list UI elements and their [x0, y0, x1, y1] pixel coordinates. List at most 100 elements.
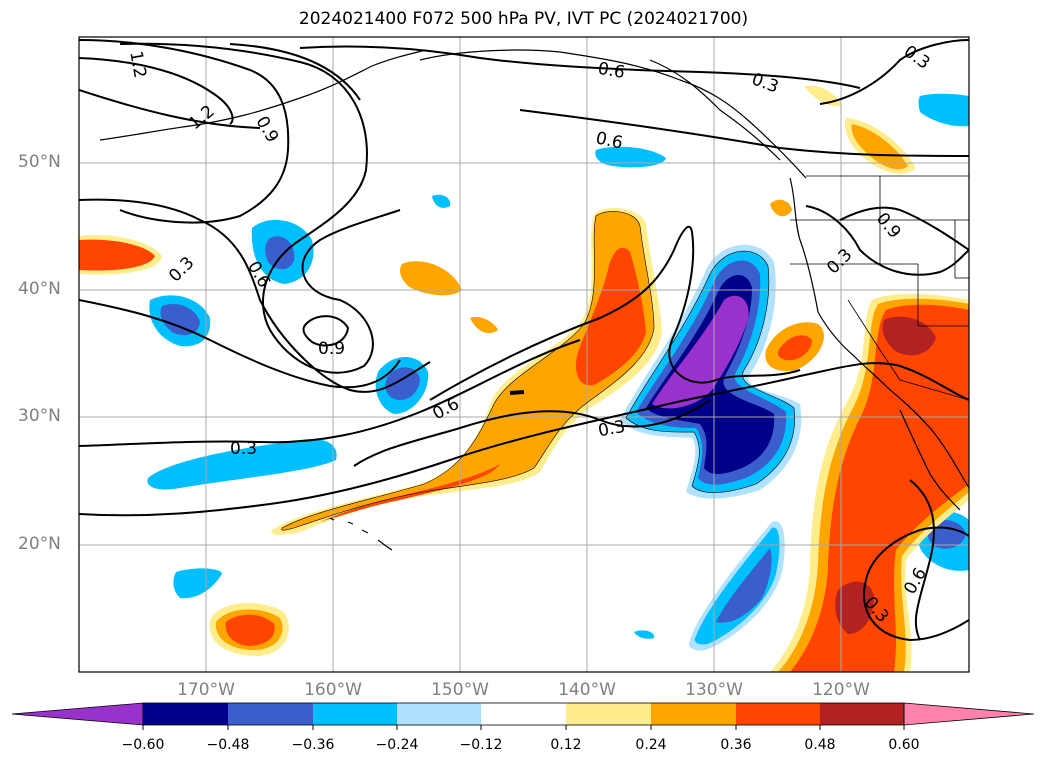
alaska-coast — [419, 49, 807, 179]
contour-1.2 — [79, 57, 234, 125]
lon-label: 150°W — [431, 680, 489, 700]
colorbar-swatch — [313, 703, 397, 725]
coastlines — [99, 49, 969, 551]
contour-0.3 — [819, 39, 969, 105]
contour-label: 0.3 — [749, 69, 781, 97]
lon-label: 130°W — [685, 680, 743, 700]
positive-anomaly-region — [225, 614, 275, 646]
colorbar-tick-label: −0.24 — [375, 737, 419, 753]
colorbar-tick-label: 0.60 — [888, 737, 920, 753]
colorbar-tick-label: −0.60 — [121, 737, 165, 753]
contour-0.6 — [429, 225, 801, 401]
lon-label: 170°W — [177, 680, 235, 700]
negative-anomaly-region — [694, 527, 780, 645]
colorbar-tick-label: 0.36 — [720, 737, 752, 753]
contour-label: 0.6 — [596, 59, 626, 83]
contour-label: 0.3 — [823, 245, 856, 278]
negative-anomaly-region — [652, 295, 749, 409]
colorbar — [11, 702, 1035, 730]
colorbar-tick-label: 0.12 — [550, 737, 582, 753]
contour-0.3 — [79, 362, 969, 517]
lat-label: 30°N — [18, 406, 61, 426]
alaska-coast — [99, 49, 427, 141]
negative-anomaly-region — [716, 548, 772, 623]
contour-0.9 — [79, 39, 290, 224]
contour-0.6 — [79, 198, 431, 393]
negative-anomaly-region — [160, 303, 200, 336]
north-america-coast — [789, 177, 969, 489]
lat-label: 20°N — [18, 534, 61, 554]
contour-label: 0.9 — [318, 339, 345, 359]
contour-0.3 — [805, 205, 969, 276]
lon-label: 120°W — [812, 680, 870, 700]
colorbar-swatch — [481, 703, 566, 725]
colorbar-swatch — [566, 703, 651, 725]
negative-anomaly-region — [634, 630, 655, 639]
contour-0.9 — [119, 42, 401, 374]
contour-0.3 — [865, 526, 969, 581]
contour-0.3 — [79, 339, 581, 447]
colorbar-tick-label: 0.48 — [804, 737, 836, 753]
positive-anomaly-region — [770, 199, 792, 217]
colorbar-swatch — [651, 703, 736, 725]
shading-layer — [79, 85, 969, 672]
negative-anomaly-region — [147, 438, 337, 490]
positive-anomaly-region — [576, 247, 646, 386]
contour-0.9 — [839, 206, 969, 251]
contour-0.6 — [519, 109, 969, 157]
negative-anomaly-region — [385, 367, 420, 400]
contour-0.6 — [299, 45, 861, 89]
contour-0.3 — [79, 299, 401, 389]
contour-0.6 — [229, 43, 361, 101]
hawaii-islands — [329, 517, 393, 551]
map-plot-area: 1.2 1.2 0.9 0.9 0.6 0.6 0.6 0.6 0.3 0.3 … — [79, 37, 969, 672]
contour-0.6 — [353, 399, 711, 467]
colorbar-extend-low — [11, 702, 144, 726]
map-frame — [78, 36, 970, 673]
colorbar-swatch — [143, 703, 228, 725]
colorbar-swatch — [736, 703, 820, 725]
contour-0.6 — [909, 479, 935, 641]
colorbar-tick-label: −0.36 — [291, 737, 335, 753]
positive-anomaly-region — [470, 316, 498, 334]
pv-contours — [79, 39, 969, 642]
contour-label: 0.9 — [872, 209, 905, 243]
positive-anomaly-region — [79, 239, 155, 271]
contour-label: 1.2 — [125, 50, 149, 80]
colorbar-swatch — [228, 703, 313, 725]
contour-0.3 — [863, 579, 969, 642]
negative-anomaly-region — [918, 93, 969, 127]
positive-anomaly-region — [778, 335, 812, 361]
colorbar-tick-label: −0.48 — [206, 737, 250, 753]
contour-1.2 — [79, 89, 261, 129]
contour-label: 0.3 — [230, 439, 257, 459]
negative-anomaly-region — [432, 194, 451, 208]
lat-label: 50°N — [18, 152, 61, 172]
contour-0.9 — [302, 315, 350, 347]
positive-anomaly-region — [851, 124, 908, 170]
baja-coast — [899, 409, 961, 511]
lon-label: 160°W — [304, 680, 362, 700]
contour-label: 0.9 — [251, 113, 282, 146]
contour-label: 0.3 — [165, 253, 198, 286]
lat-label: 40°N — [18, 279, 61, 299]
negative-anomaly-region — [173, 568, 222, 599]
map-title: 2024021400 F072 500 hPa PV, IVT PC (2024… — [298, 9, 749, 29]
colorbar-tick-label: 0.24 — [635, 737, 667, 753]
positive-anomaly-region — [400, 261, 462, 296]
colorbar-swatch — [397, 703, 481, 725]
shading-outline — [281, 211, 795, 531]
positive-anomaly-region — [790, 304, 969, 672]
contour-label: 1.2 — [185, 101, 219, 134]
negative-anomaly-region — [265, 236, 295, 270]
positive-anomaly-region — [320, 464, 500, 522]
bold-contour-segment — [509, 390, 525, 395]
colorbar-extend-high — [903, 702, 1035, 726]
colorbar-tick-label: −0.12 — [459, 737, 503, 753]
colorbar-swatch — [820, 703, 904, 725]
lon-label: 140°W — [558, 680, 616, 700]
graticule — [79, 37, 969, 672]
contour-label: 0.3 — [597, 417, 627, 441]
negative-anomaly-region — [595, 146, 666, 168]
